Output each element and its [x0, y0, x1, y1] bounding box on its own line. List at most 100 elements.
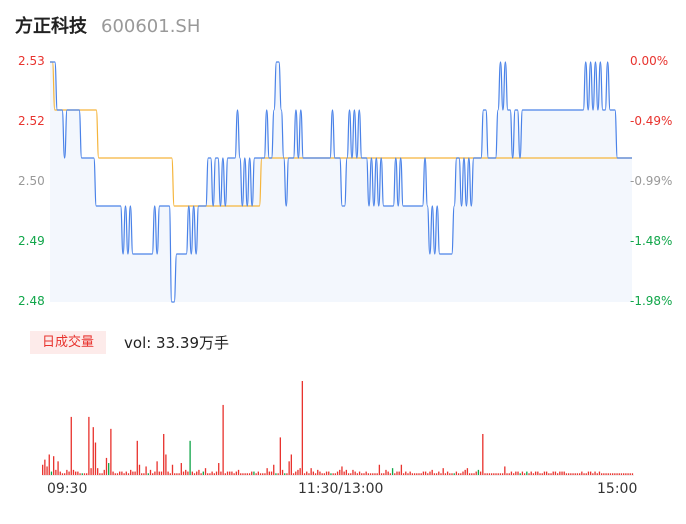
volume-bar — [486, 473, 488, 475]
volume-bar — [200, 473, 202, 475]
y-tick-right-1: -0.49% — [630, 114, 673, 128]
volume-bar — [427, 473, 429, 475]
volume-bar — [418, 473, 420, 475]
volume-bar — [471, 473, 473, 475]
volume-bar — [112, 471, 114, 475]
volume-bar — [367, 473, 370, 475]
volume-bar — [165, 454, 167, 475]
volume-bar — [567, 473, 570, 475]
volume-bar — [526, 471, 528, 475]
volume-bar — [55, 469, 57, 475]
volume-bar — [105, 457, 108, 475]
volume-bar — [237, 469, 240, 475]
volume-bar — [431, 469, 433, 475]
volume-bar — [576, 473, 579, 475]
volume-bar — [253, 471, 255, 475]
volume-bar — [114, 473, 116, 475]
volume-bar — [361, 473, 363, 475]
volume-bar — [224, 473, 226, 475]
volume-bar — [561, 471, 563, 475]
volume-bar — [506, 473, 508, 475]
volume-bar — [176, 473, 178, 475]
volume-bar — [618, 473, 620, 475]
volume-bar — [196, 471, 198, 475]
volume-bar — [180, 463, 182, 475]
volume-bar — [548, 473, 550, 475]
volume-bar — [240, 473, 242, 475]
volume-bar — [585, 473, 587, 475]
volume-bar — [444, 473, 447, 475]
y-tick-left-3: 2.49 — [18, 234, 45, 248]
volume-bar — [466, 468, 469, 475]
volume-bar — [57, 461, 59, 475]
volume-bar — [508, 473, 510, 475]
volume-bar — [519, 473, 521, 475]
volume-bar — [77, 471, 79, 475]
volume-bar — [220, 471, 222, 475]
volume-bar — [343, 471, 345, 475]
volume-bar — [605, 473, 607, 475]
volume-bar — [468, 473, 471, 475]
volume-bar — [83, 473, 86, 475]
volume-bar — [378, 464, 381, 475]
volume-bar — [268, 471, 270, 475]
volume-bar — [110, 428, 112, 475]
volume-bar — [46, 466, 48, 475]
volume-bar — [446, 471, 449, 475]
volume-bar — [559, 471, 561, 475]
volume-bar — [143, 473, 145, 475]
volume-bar — [603, 473, 605, 475]
volume-bar — [592, 473, 594, 475]
volume-bar — [244, 473, 246, 475]
y-tick-right-3: -1.48% — [630, 234, 673, 248]
volume-bar — [545, 471, 548, 475]
volume-bar — [501, 473, 504, 475]
volume-bar — [160, 471, 163, 475]
volume-bar — [202, 471, 204, 475]
volume-bar — [490, 473, 493, 475]
volume-bar — [477, 469, 480, 475]
volume-bar — [422, 471, 425, 475]
volume-bar — [299, 468, 301, 475]
volume-bar — [297, 469, 299, 475]
y-tick-right-0: 0.00% — [630, 54, 669, 68]
volume-bar — [169, 473, 171, 475]
volume-bar — [103, 469, 105, 475]
volume-bar — [497, 473, 499, 475]
volume-bar — [277, 473, 279, 475]
volume-bar — [231, 471, 233, 475]
volume-bar — [185, 469, 187, 475]
volume-bar — [242, 473, 244, 475]
volume-bar — [68, 471, 70, 475]
stock-code: 600601.SH — [101, 16, 201, 37]
volume-bar — [598, 471, 601, 475]
volume-bar — [134, 471, 136, 475]
volume-bar — [578, 473, 581, 475]
volume-badge[interactable]: 日成交量 — [30, 331, 107, 354]
volume-bar — [398, 471, 400, 475]
volume-bar — [587, 471, 590, 475]
y-tick-left-1: 2.52 — [18, 114, 45, 128]
volume-bar — [460, 473, 462, 475]
volume-bar — [123, 473, 125, 475]
volume-bar — [409, 471, 411, 475]
y-tick-left-2: 2.50 — [18, 174, 45, 188]
volume-bar — [310, 468, 312, 475]
volume-bar — [90, 468, 92, 475]
volume-bar — [411, 473, 414, 475]
volume-bar — [121, 471, 123, 475]
volume-header: 日成交量 vol: 33.39万手 — [30, 331, 229, 355]
volume-bar — [600, 473, 603, 475]
volume-bar — [484, 473, 486, 475]
volume-bar — [59, 471, 61, 475]
volume-bar — [385, 469, 387, 475]
volume-bar — [246, 473, 248, 475]
volume-bar — [70, 416, 72, 475]
volume-bar — [229, 471, 231, 475]
volume-bar — [611, 473, 614, 475]
y-tick-left-4: 2.48 — [18, 294, 45, 308]
volume-bar — [99, 473, 101, 475]
volume-bar — [167, 471, 169, 475]
volume-bar — [499, 473, 502, 475]
volume-bar — [420, 473, 422, 475]
